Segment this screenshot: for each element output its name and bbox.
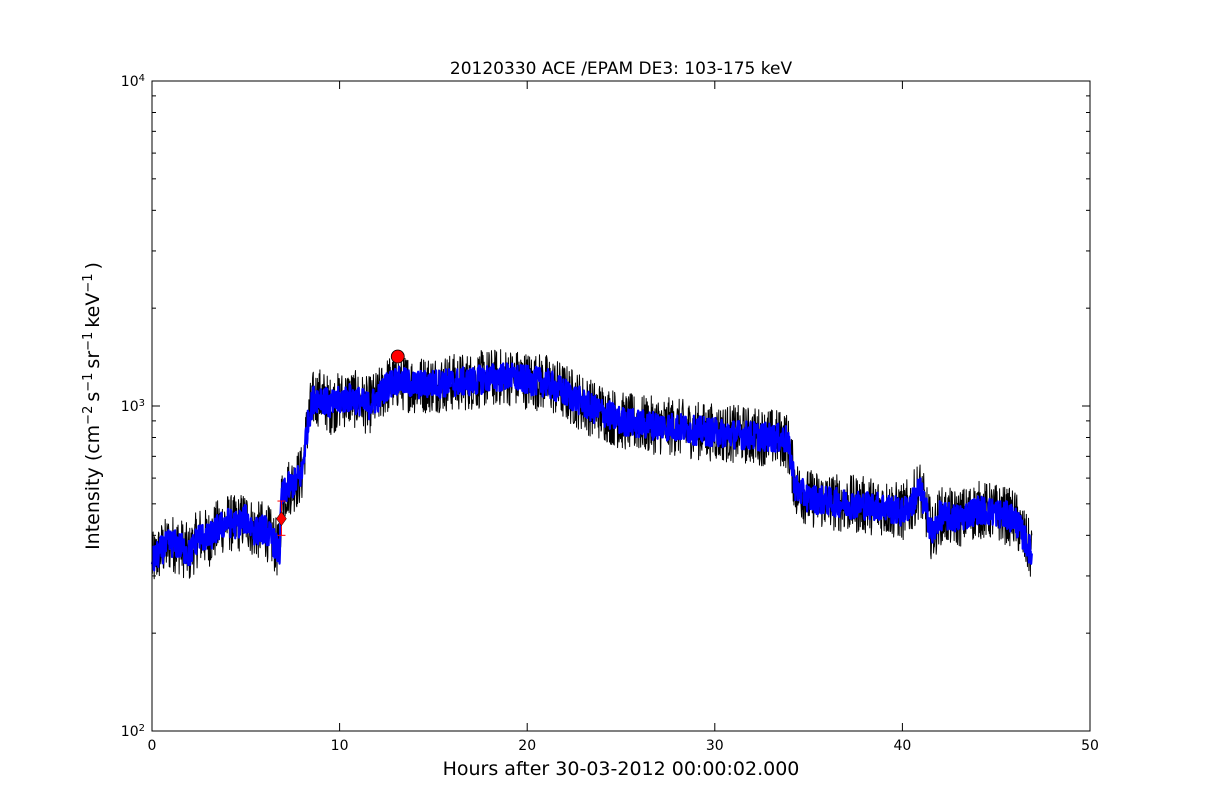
x-tick-label-5: 50 [1081, 738, 1099, 754]
x-tick-label-0: 0 [148, 738, 157, 754]
marker-diamond-0 [276, 511, 287, 527]
y-label-sr: sr [82, 351, 104, 369]
y-tick-label-2: 104 [121, 73, 145, 91]
y-label-kev: keV [82, 293, 104, 328]
series-line-1 [150, 362, 1033, 572]
x-tick-label-3: 30 [706, 738, 724, 754]
x-tick-label-4: 40 [893, 738, 911, 754]
y-axis-label: Intensity (cm−2s−1sr−1keV−1) [81, 262, 105, 550]
y-label-sup3: −1 [81, 332, 96, 351]
x-axis-label: Hours after 30-03-2012 00:00:02.000 [443, 758, 800, 780]
chart-title: 20120330 ACE /EPAM DE3: 103-175 keV [450, 59, 793, 79]
y-label-close: ) [82, 262, 104, 269]
x-tick-label-1: 10 [331, 738, 349, 754]
y-ticks: 102 103 104 [121, 73, 1090, 741]
y-label-s: s [82, 392, 104, 402]
x-ticks: 0 10 20 30 40 50 [148, 81, 1099, 754]
y-tick-label-1: 103 [121, 398, 145, 416]
plot-area [150, 349, 1033, 580]
x-tick-label-2: 20 [518, 738, 536, 754]
y-label-sup1: −2 [81, 406, 96, 425]
y-label-sup2: −1 [81, 373, 96, 392]
y-label-base: Intensity (cm [82, 425, 104, 550]
y-label-sup4: −1 [81, 273, 96, 292]
marker-circle-1 [390, 349, 405, 364]
y-tick-label-0: 102 [121, 723, 145, 741]
